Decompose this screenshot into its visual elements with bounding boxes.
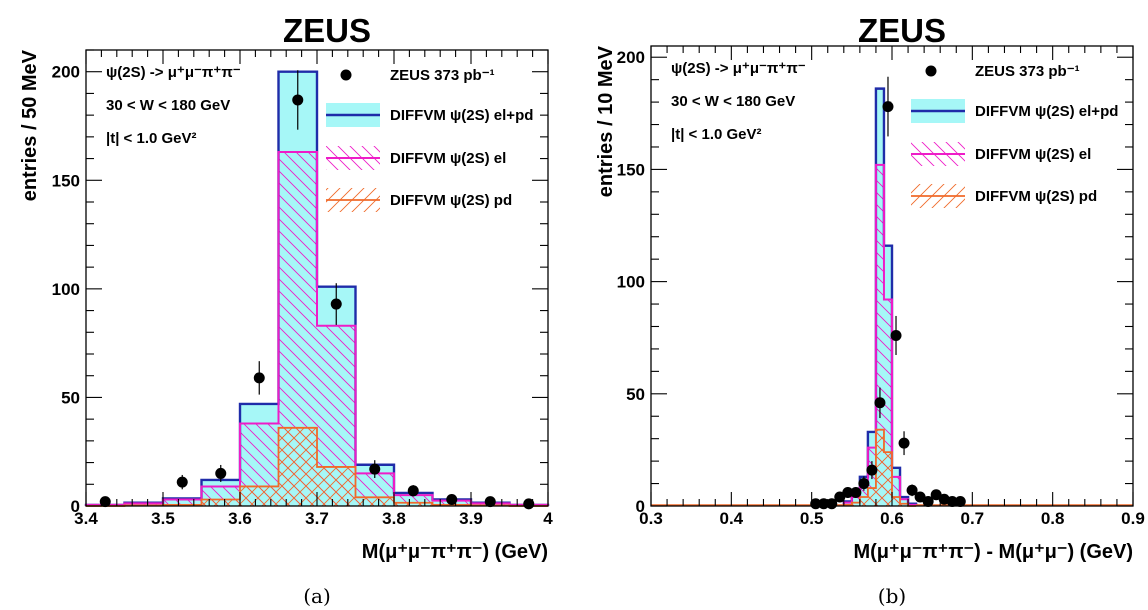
- data-point: [369, 463, 381, 475]
- data-point: [850, 487, 862, 499]
- el-histogram-hatch: [843, 164, 917, 507]
- y-tick-label: 0: [636, 497, 645, 516]
- chart-title: ZEUS: [858, 12, 946, 49]
- annotation-text: |t| < 1.0 GeV²: [106, 130, 197, 147]
- legend-label: DIFFVM ψ(2S) pd: [975, 188, 1097, 205]
- data-point: [99, 496, 111, 508]
- y-tick-label: 100: [52, 280, 80, 299]
- figure-caption: (a): [303, 584, 331, 608]
- x-tick-label: 0.9: [1121, 509, 1145, 528]
- x-tick-label: 0.4: [720, 509, 744, 528]
- data-point: [484, 496, 496, 508]
- chart-title: ZEUS: [283, 12, 371, 49]
- data-point: [834, 491, 846, 503]
- annotation-text: ψ(2S) -> μ⁺μ⁻π⁺π⁻: [671, 60, 806, 77]
- data-point: [954, 496, 966, 508]
- legend-data-marker: [340, 69, 352, 81]
- data-point: [946, 496, 958, 508]
- data-point: [906, 484, 918, 496]
- x-tick-label: 0.6: [880, 509, 904, 528]
- data-point: [407, 485, 419, 497]
- y-tick-label: 200: [52, 63, 80, 82]
- annotation-text: 30 < W < 180 GeV: [106, 97, 230, 114]
- annotation-text: |t| < 1.0 GeV²: [671, 126, 762, 143]
- annotation-text: 30 < W < 180 GeV: [671, 93, 795, 110]
- data-point: [253, 372, 265, 384]
- legend-data-marker: [925, 65, 937, 77]
- chart-panel-b: ZEUS (b) M(μ⁺μ⁻π⁺π⁻) - M(μ⁺μ⁻) (GeV) entrie…: [595, 12, 1145, 608]
- x-tick-label: 0.5: [800, 509, 824, 528]
- annotation-text: ψ(2S) -> μ⁺μ⁻π⁺π⁻: [106, 64, 241, 81]
- x-tick-label: 0.3: [639, 509, 663, 528]
- data-point: [215, 467, 227, 479]
- legend-label: ZEUS 373 pb⁻¹: [390, 67, 495, 84]
- y-tick-label: 150: [617, 160, 645, 179]
- x-tick-label: 3.6: [228, 509, 252, 528]
- pd-histogram-line: [842, 428, 917, 507]
- data-point: [842, 487, 854, 499]
- data-point: [930, 489, 942, 501]
- chart-panel-a: ZEUS (a) M(μ⁺μ⁻π⁺π⁻) (GeV) entries / 50 MeV…: [19, 12, 553, 608]
- legend-label: DIFFVM ψ(2S) el+pd: [390, 107, 533, 124]
- data-point: [292, 94, 304, 106]
- legend-label: DIFFVM ψ(2S) el: [390, 150, 506, 167]
- y-axis-label: entries / 50 MeV: [19, 49, 41, 201]
- data-point: [176, 476, 188, 488]
- y-tick-label: 150: [52, 171, 80, 190]
- x-tick-label: 0.8: [1041, 509, 1065, 528]
- x-tick-label: 4: [543, 509, 553, 528]
- figure-caption: (b): [878, 584, 906, 608]
- y-axis-label: entries / 10 MeV: [595, 45, 617, 197]
- y-tick-label: 100: [617, 273, 645, 292]
- x-tick-label: 3.4: [74, 509, 98, 528]
- legend-label: DIFFVM ψ(2S) pd: [390, 192, 512, 209]
- data-point: [898, 437, 910, 449]
- data-point: [330, 298, 342, 310]
- data-point: [890, 329, 902, 341]
- x-axis-label: M(μ⁺μ⁻π⁺π⁻) (GeV): [362, 541, 548, 563]
- pd-histogram-hatch-cross: [843, 429, 917, 506]
- y-tick-label: 200: [617, 48, 645, 67]
- x-tick-label: 3.9: [459, 509, 483, 528]
- data-point: [858, 478, 870, 490]
- data-point: [874, 397, 886, 409]
- y-tick-label: 50: [626, 385, 645, 404]
- data-point: [922, 496, 934, 508]
- y-tick-label: 0: [71, 497, 80, 516]
- legend-label: ZEUS 373 pb⁻¹: [975, 63, 1080, 80]
- y-tick-label: 50: [61, 388, 80, 407]
- data-point: [866, 464, 878, 476]
- x-tick-label: 3.8: [382, 509, 406, 528]
- legend-label: DIFFVM ψ(2S) el+pd: [975, 103, 1118, 120]
- legend-label: DIFFVM ψ(2S) el: [975, 146, 1091, 163]
- data-point: [914, 491, 926, 503]
- x-tick-label: 0.7: [961, 509, 985, 528]
- data-point: [882, 101, 894, 113]
- data-point: [446, 493, 458, 505]
- el-histogram-hatch: [86, 152, 548, 507]
- x-tick-label: 3.5: [151, 509, 175, 528]
- x-tick-label: 3.7: [305, 509, 329, 528]
- x-axis-label: M(μ⁺μ⁻π⁺π⁻) - M(μ⁺μ⁻) (GeV): [853, 541, 1133, 563]
